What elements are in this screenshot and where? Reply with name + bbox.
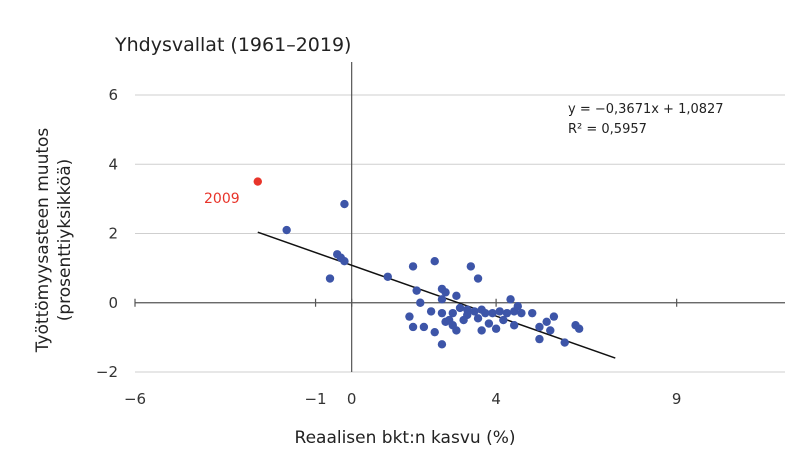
y-tick-label: 0 (108, 294, 118, 312)
data-point (549, 312, 559, 321)
data-point (437, 340, 447, 349)
trendline-equation: y = −0,3671x + 1,0827 (568, 102, 724, 117)
data-point (455, 303, 465, 313)
trendline (257, 231, 616, 359)
data-point (517, 308, 526, 318)
data-point (416, 298, 425, 307)
x-tick-label: −1 (304, 390, 326, 408)
grid-lines (135, 94, 785, 373)
highlight-2009-point (253, 177, 262, 186)
y-axis-label-line2: (prosenttiyksikköä) (55, 159, 75, 322)
y-tick-label: −2 (96, 363, 118, 381)
data-point (484, 319, 494, 328)
data-point (481, 308, 490, 318)
data-point (282, 225, 291, 235)
data-point (571, 321, 580, 330)
data-point (466, 262, 476, 271)
data-point (459, 315, 468, 325)
chart-title: Yhdysvallat (1961–2019) (114, 34, 351, 56)
data-point (491, 324, 501, 333)
data-point (528, 308, 537, 318)
data-point (441, 288, 450, 297)
data-point (430, 257, 439, 266)
y-tick-labels: 6 4 2 0 −2 (96, 86, 118, 381)
highlight-2009-label: 2009 (204, 191, 240, 207)
data-point (448, 308, 457, 318)
data-point (452, 291, 461, 301)
data-point (495, 307, 504, 316)
data-point (419, 322, 429, 332)
y-axis-label-line1: Työttömyysasteen muutos (33, 128, 53, 354)
trendline-group (257, 231, 616, 359)
data-point (473, 274, 483, 283)
y-tick-label: 2 (108, 225, 118, 243)
data-point (437, 295, 447, 304)
data-point (509, 321, 519, 330)
data-point (448, 321, 457, 330)
x-tick-label: 0 (347, 390, 357, 408)
y-tick-label: 6 (108, 86, 118, 104)
x-tick-label: 4 (491, 390, 501, 408)
data-point (499, 315, 508, 325)
data-point (477, 326, 486, 335)
data-point (502, 308, 512, 318)
data-point (535, 334, 544, 344)
x-axis-label: Reaalisen bkt:n kasvu (%) (295, 428, 516, 448)
data-point (426, 307, 436, 316)
data-point (405, 312, 414, 321)
data-point (412, 286, 421, 295)
x-tick-labels: −6 −1 0 4 9 (124, 390, 682, 408)
data-point (488, 308, 497, 318)
data-point (340, 257, 349, 266)
data-point (542, 317, 551, 326)
data-point (437, 308, 447, 318)
x-tick-label: −6 (124, 390, 146, 408)
data-points (253, 177, 584, 349)
data-point (408, 322, 418, 332)
y-axis-label: Työttömyysasteen muutos (prosenttiyksikk… (33, 128, 75, 354)
data-point (513, 302, 522, 311)
data-point (470, 307, 479, 316)
data-point (535, 322, 544, 332)
x-tick-label: 9 (672, 390, 682, 408)
data-point (430, 327, 439, 337)
data-point (546, 326, 555, 335)
data-point (340, 199, 349, 209)
data-point (473, 314, 483, 323)
data-point (383, 272, 392, 281)
data-point (506, 295, 515, 304)
data-point (325, 274, 335, 283)
data-point (408, 262, 418, 271)
r-squared-label: R² = 0,5957 (568, 122, 647, 137)
data-point (560, 338, 569, 347)
y-tick-label: 4 (108, 155, 118, 173)
